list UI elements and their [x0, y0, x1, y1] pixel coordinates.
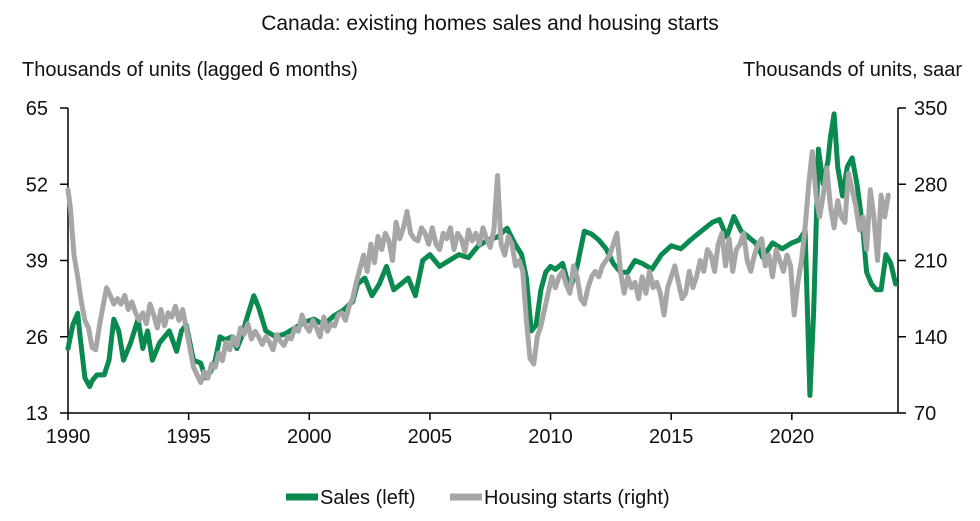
x-tick-label: 2015 — [649, 426, 694, 448]
left-tick-label: 65 — [26, 98, 48, 120]
left-tick-label: 26 — [26, 327, 48, 349]
right-tick-label: 350 — [914, 98, 947, 120]
left-tick-label: 13 — [26, 403, 48, 425]
legend-sales-label: Sales (left) — [320, 487, 416, 509]
x-tick-label: 1995 — [166, 426, 211, 448]
right-tick-label: 210 — [914, 251, 947, 273]
x-tick-label: 2010 — [528, 426, 573, 448]
x-axis-ticks: 1990 1995 2000 2005 2010 2015 2020 — [46, 413, 814, 448]
right-axis-ticks: 70 140 210 280 350 — [898, 98, 947, 425]
left-tick-label: 52 — [26, 174, 48, 196]
right-tick-label: 280 — [914, 174, 947, 196]
chart-title: Canada: existing homes sales and housing… — [261, 12, 719, 35]
left-axis-label: Thousands of units (lagged 6 months) — [22, 59, 358, 81]
legend-housing-starts-label: Housing starts (right) — [484, 487, 670, 509]
legend: Sales (left) Housing starts (right) — [286, 487, 670, 509]
x-tick-label: 2000 — [287, 426, 332, 448]
left-axis-ticks: 13 26 39 52 65 — [26, 98, 68, 425]
left-tick-label: 39 — [26, 251, 48, 273]
housing-starts-line — [65, 149, 891, 385]
x-tick-label: 2020 — [770, 426, 815, 448]
x-tick-label: 2005 — [408, 426, 453, 448]
x-tick-label: 1990 — [46, 426, 91, 448]
sales-line — [65, 111, 899, 398]
right-tick-label: 140 — [914, 327, 947, 349]
right-axis-label: Thousands of units, saar — [743, 59, 962, 81]
right-tick-label: 70 — [914, 403, 936, 425]
series-layer — [65, 111, 899, 398]
